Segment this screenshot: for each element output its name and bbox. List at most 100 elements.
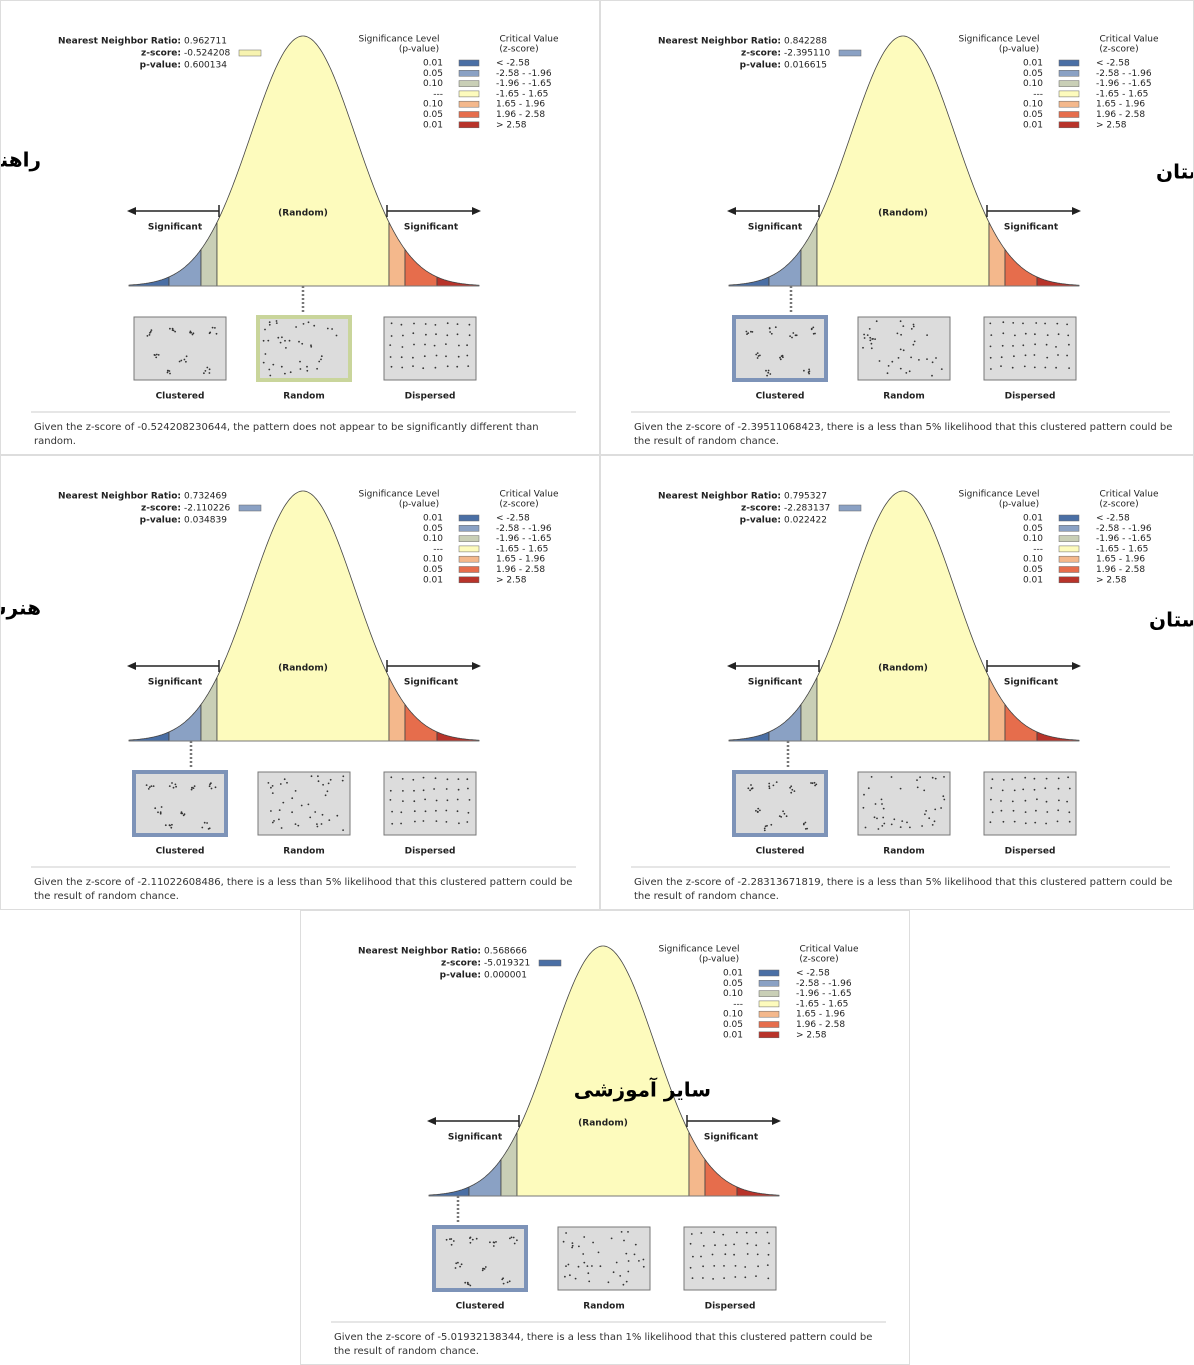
point [424, 810, 427, 813]
point [449, 1238, 451, 1240]
pattern-box [857, 316, 951, 381]
point [712, 1278, 714, 1280]
point [755, 1275, 757, 1277]
panel: Nearest Neighbor Ratio: 0.795327 z-score: -… [600, 455, 1194, 910]
point [446, 778, 449, 781]
panel-label: هنرستان [1, 596, 41, 620]
point [146, 335, 149, 337]
point [767, 371, 770, 374]
point [185, 355, 188, 358]
point [433, 344, 436, 347]
point [767, 369, 770, 372]
point [390, 335, 393, 337]
curve-region [1004, 248, 1038, 287]
point [766, 1264, 769, 1266]
point [208, 372, 211, 374]
point [468, 799, 471, 801]
pattern-label: Dispersed [405, 392, 456, 402]
point [273, 820, 275, 822]
legend-swatch [1058, 535, 1080, 542]
legend-header: Significance Level [658, 945, 739, 955]
point [794, 334, 797, 337]
curve-region [800, 677, 818, 742]
point [1013, 355, 1015, 358]
point [882, 807, 885, 810]
pattern-box [732, 315, 828, 382]
legend-header: Critical Value [799, 945, 859, 955]
point [422, 789, 425, 792]
point [1002, 779, 1005, 781]
point [779, 358, 782, 361]
point [926, 358, 928, 360]
legend-level: 0.01 [1023, 575, 1043, 585]
point [783, 812, 786, 815]
point [1045, 343, 1048, 346]
point [402, 790, 404, 792]
significant-label: Significant [748, 678, 803, 688]
point [623, 1239, 625, 1242]
point [815, 783, 818, 786]
point [642, 1258, 645, 1261]
stat-label: p-value: [140, 61, 181, 71]
legend-header: (z-score) [799, 955, 838, 965]
point [279, 783, 282, 785]
stat-value: 0.732469 [184, 492, 227, 502]
point [745, 330, 748, 333]
stat-label: z-score: [141, 49, 181, 59]
point [744, 1266, 747, 1268]
point [147, 788, 150, 790]
legend-level: --- [733, 999, 743, 1009]
point [747, 332, 750, 334]
point [412, 356, 414, 359]
legend-swatch [1058, 121, 1080, 129]
point [1023, 365, 1026, 368]
point [923, 789, 926, 792]
point [171, 823, 173, 826]
random-label: (Random) [878, 209, 928, 219]
z-swatch [238, 49, 262, 57]
point [268, 323, 271, 326]
point [1033, 788, 1036, 791]
point [401, 778, 404, 780]
point [171, 782, 173, 784]
point [768, 1242, 770, 1245]
legend-level: 0.05 [723, 979, 743, 989]
point [880, 798, 883, 801]
point [506, 1281, 509, 1284]
point [192, 332, 195, 335]
point [577, 1265, 580, 1268]
legend-swatch [1058, 525, 1080, 532]
point [759, 354, 761, 357]
point [899, 826, 902, 828]
point [434, 777, 437, 780]
point [435, 809, 437, 812]
point [565, 1265, 567, 1267]
point [990, 368, 992, 370]
point [320, 358, 322, 361]
point [702, 1277, 704, 1279]
point [723, 1277, 725, 1279]
summary: Given the z-score of -5.01932138344, the… [334, 1332, 873, 1357]
legend-swatch [758, 1031, 780, 1039]
point [466, 354, 469, 357]
legend-swatch [758, 990, 780, 997]
point [209, 331, 212, 334]
point [778, 815, 781, 817]
point [642, 1265, 645, 1268]
point [926, 334, 928, 336]
legend-header: (z-score) [499, 45, 538, 55]
point [713, 1265, 716, 1267]
pattern-box [257, 771, 351, 836]
point [413, 789, 415, 792]
point [159, 811, 162, 814]
point [400, 356, 403, 359]
point [459, 1265, 461, 1268]
legend-header: (z-score) [1099, 45, 1138, 55]
point [933, 820, 936, 823]
point [1055, 366, 1057, 369]
point [174, 330, 177, 333]
point [625, 1252, 628, 1255]
point [291, 811, 293, 814]
pattern-box [133, 316, 227, 381]
